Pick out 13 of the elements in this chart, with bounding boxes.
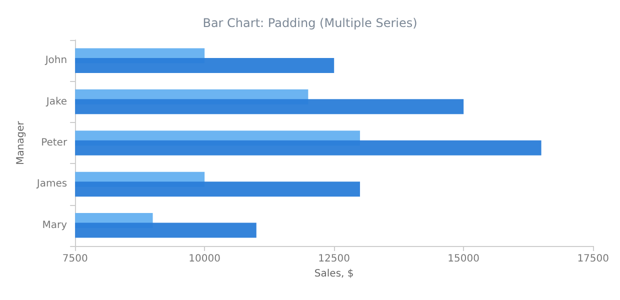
y-axis-title: Manager <box>16 120 26 165</box>
x-tick-label: 15000 <box>448 254 480 264</box>
x-tick-label: 17500 <box>577 254 609 264</box>
x-tick-label: 12500 <box>318 254 350 264</box>
y-tick-label: Mary <box>42 220 68 231</box>
x-tick-label: 7500 <box>62 254 88 264</box>
x-tick-label: 10000 <box>188 254 220 264</box>
y-tick-label: Jake <box>45 96 68 108</box>
y-tick-label: Peter <box>41 138 68 148</box>
y-tick-label: John <box>44 55 68 66</box>
x-axis-title: Sales, $ <box>314 268 354 280</box>
y-tick-label: James <box>36 178 68 190</box>
chart-title: Bar Chart: Padding (Multiple Series) <box>202 16 418 30</box>
